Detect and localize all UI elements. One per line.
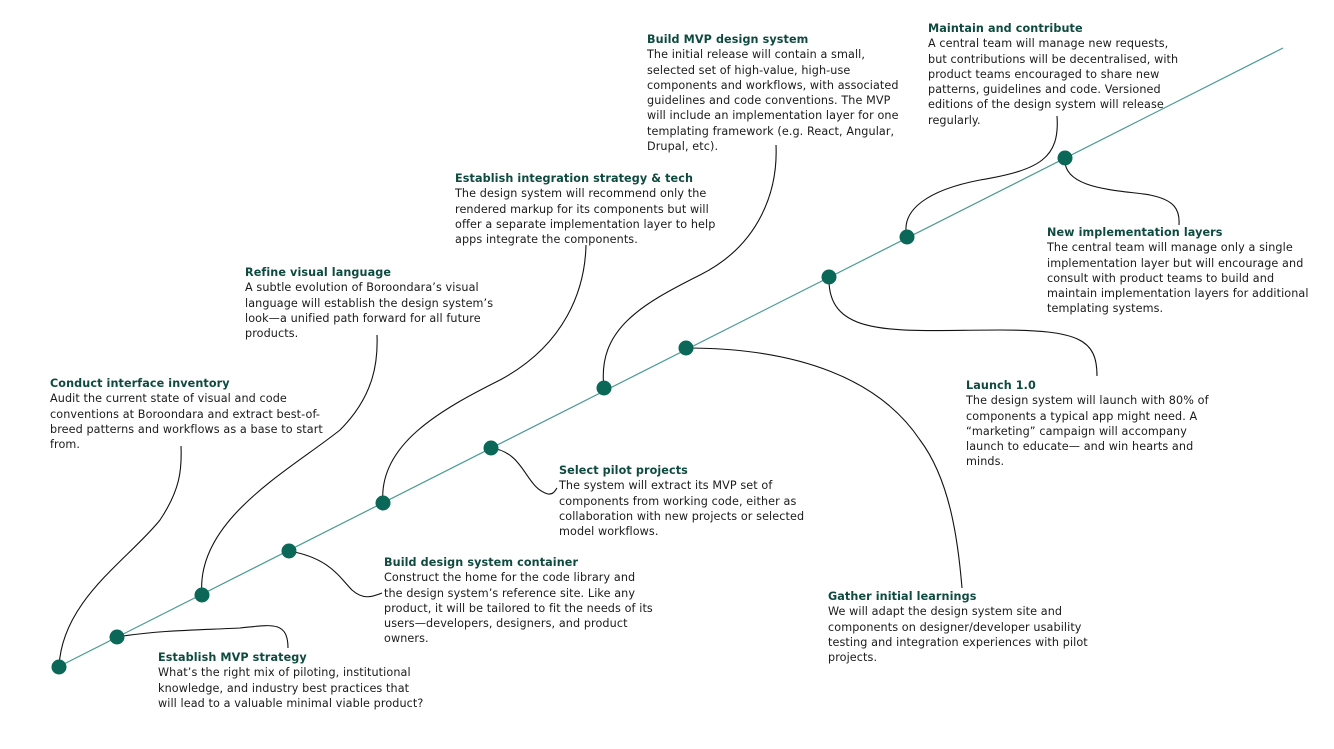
milestone-description: The central team will manage only a sing… <box>1047 241 1309 316</box>
connector-refine-visual-language <box>201 334 378 596</box>
milestone-description: The design system will launch with 80% o… <box>966 394 1209 469</box>
milestone-select-pilot-projects: Select pilot projects The system will ex… <box>559 463 817 539</box>
milestone-description: The initial release will contain a small… <box>647 48 899 154</box>
milestone-title: Establish integration strategy & tech <box>455 172 694 185</box>
milestone-title: Select pilot projects <box>559 464 688 477</box>
milestone-refine-visual-language: Refine visual language A subtle evolutio… <box>245 265 507 341</box>
connector-select-pilot-projects <box>490 447 558 495</box>
milestone-description: We will adapt the design system site and… <box>828 605 1088 665</box>
milestone-dot-new-implementation-layers <box>1057 150 1073 166</box>
timeline-line <box>55 47 1284 669</box>
milestone-title: Refine visual language <box>245 266 392 279</box>
milestone-maintain-and-contribute: Maintain and contribute A central team w… <box>928 21 1186 128</box>
connector-group <box>58 115 1180 668</box>
milestone-establish-integration-strategy: Establish integration strategy & tech Th… <box>455 171 717 247</box>
milestone-description: The design system will recommend only th… <box>455 187 716 247</box>
milestone-new-implementation-layers: New implementation layers The central te… <box>1047 225 1322 317</box>
milestone-dot-group <box>51 150 1073 675</box>
connector-build-design-system-container <box>288 550 383 598</box>
milestone-dot-build-mvp-design-system <box>596 380 612 396</box>
milestone-dot-conduct-interface-inventory <box>51 659 67 675</box>
milestone-dot-gather-initial-learnings <box>678 340 694 356</box>
milestone-gather-initial-learnings: Gather initial learnings We will adapt t… <box>828 589 1098 665</box>
milestone-dot-build-design-system-container <box>281 543 297 559</box>
milestone-title: New implementation layers <box>1047 226 1223 239</box>
milestone-title: Launch 1.0 <box>966 379 1036 392</box>
milestone-launch-1-0: Launch 1.0 The design system will launch… <box>966 378 1221 470</box>
milestone-description: Audit the current state of visual and co… <box>50 392 323 452</box>
milestone-title: Gather initial learnings <box>828 590 977 603</box>
connector-establish-integration-strategy <box>382 244 587 504</box>
milestone-dot-maintain-and-contribute <box>899 229 915 245</box>
milestone-build-mvp-design-system: Build MVP design system The initial rele… <box>647 32 902 154</box>
milestone-description: Construct the home for the code library … <box>384 571 653 646</box>
milestone-establish-mvp-strategy: Establish MVP strategy What’s the right … <box>158 650 428 711</box>
connector-gather-initial-learnings <box>685 347 963 589</box>
connector-conduct-interface-inventory <box>58 445 182 668</box>
milestone-conduct-interface-inventory: Conduct interface inventory Audit the cu… <box>50 376 350 452</box>
milestone-dot-establish-integration-strategy <box>375 495 391 511</box>
milestone-title: Build MVP design system <box>647 33 809 46</box>
connector-build-mvp-design-system <box>602 144 777 389</box>
milestone-build-design-system-container: Build design system container Construct … <box>384 555 654 647</box>
milestone-dot-select-pilot-projects <box>483 440 499 456</box>
connector-establish-mvp-strategy <box>116 625 289 649</box>
milestone-dot-establish-mvp-strategy <box>109 629 125 645</box>
milestone-title: Conduct interface inventory <box>50 377 230 390</box>
milestone-description: A central team will manage new requests,… <box>928 37 1179 127</box>
milestone-description: The system will extract its MVP set of c… <box>559 479 805 539</box>
milestone-title: Establish MVP strategy <box>158 651 307 664</box>
connector-launch-1-0 <box>828 276 1098 377</box>
milestone-dot-refine-visual-language <box>194 587 210 603</box>
connector-new-implementation-layers <box>1064 157 1180 226</box>
milestone-description: A subtle evolution of Boroondara’s visua… <box>245 281 494 341</box>
connector-maintain-and-contribute <box>905 115 1058 238</box>
milestone-title: Build design system container <box>384 556 579 569</box>
milestone-description: What’s the right mix of piloting, instit… <box>158 666 424 710</box>
milestone-title: Maintain and contribute <box>928 22 1083 35</box>
milestone-dot-launch-1-0 <box>821 269 837 285</box>
